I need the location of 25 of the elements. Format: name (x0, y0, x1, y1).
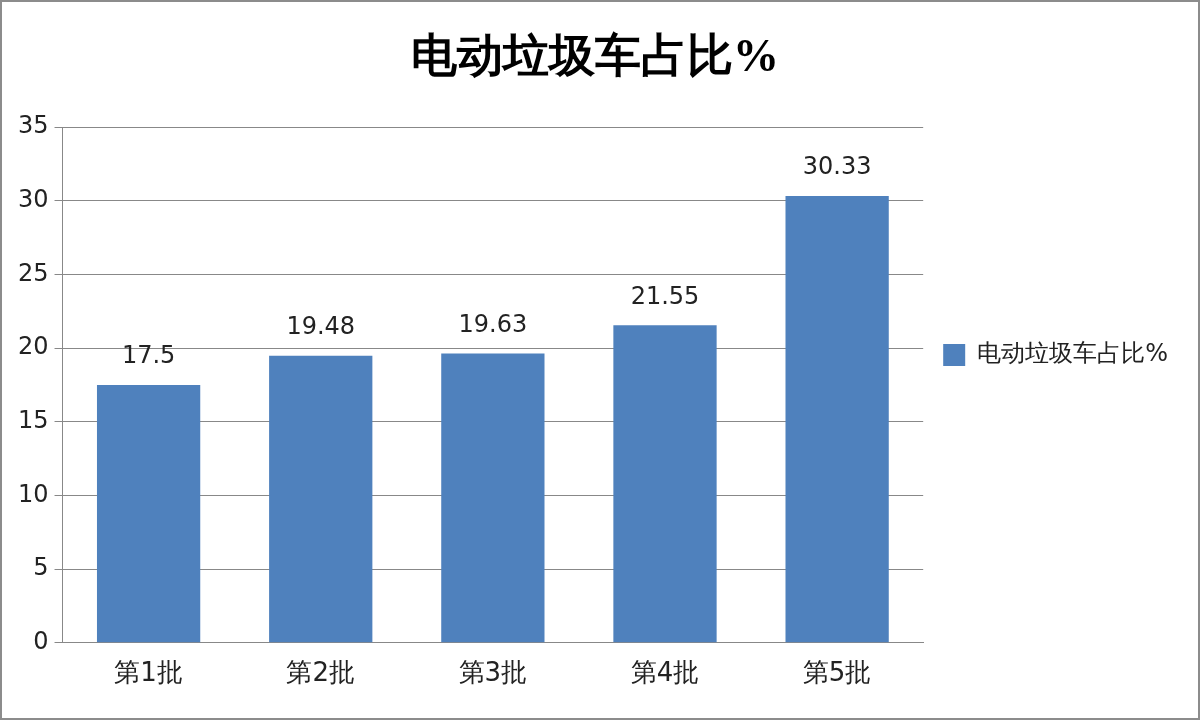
x-tick-label: 第2批 (286, 657, 356, 688)
bar (441, 353, 545, 643)
bar (785, 196, 889, 643)
y-tick-label: 0 (33, 627, 49, 656)
data-label: 17.5 (121, 341, 176, 370)
y-tick-label: 15 (17, 406, 49, 435)
x-tick-label: 第3批 (458, 657, 528, 688)
bar (613, 325, 717, 643)
y-tick-label: 5 (33, 553, 49, 582)
y-tick-label: 20 (17, 332, 49, 361)
data-label: 21.55 (630, 281, 700, 310)
chart-title: 电动垃圾车占比% (411, 30, 779, 82)
legend-label: 电动垃圾车占比% (977, 339, 1169, 368)
y-tick-label: 35 (17, 111, 49, 140)
y-tick-label: 30 (17, 185, 49, 214)
bar (96, 385, 201, 643)
data-label: 19.63 (458, 309, 528, 338)
x-tick-label: 第5批 (802, 657, 872, 688)
x-tick-label: 第1批 (114, 657, 183, 688)
y-tick-label: 10 (17, 479, 49, 508)
data-label: 30.33 (802, 152, 872, 181)
x-tick-label: 第4批 (630, 657, 700, 688)
data-label: 19.48 (286, 312, 356, 341)
bar (269, 355, 373, 643)
y-tick-label: 25 (17, 258, 49, 287)
